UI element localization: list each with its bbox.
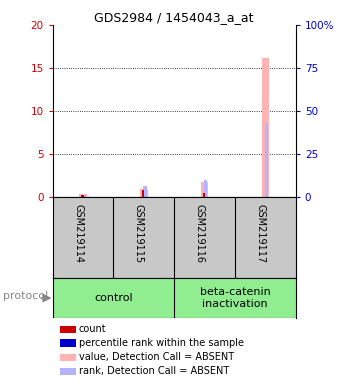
Text: GSM219115: GSM219115 [134,204,144,263]
Text: percentile rank within the sample: percentile rank within the sample [79,338,244,348]
Text: count: count [79,324,106,334]
Bar [82,195,86,197]
Text: protocol: protocol [3,291,49,301]
Bar [60,368,76,375]
Bar [60,354,76,361]
Text: GSM219114: GSM219114 [73,204,83,263]
Bar [60,339,76,347]
Text: GSM219116: GSM219116 [194,204,205,263]
Bar [143,186,147,197]
Text: beta-catenin
inactivation: beta-catenin inactivation [200,287,270,309]
Bar [204,180,207,197]
Bar [262,58,269,197]
Bar [201,182,208,197]
Bar [80,194,87,197]
Text: GSM219117: GSM219117 [255,204,266,263]
Text: rank, Detection Call = ABSENT: rank, Detection Call = ABSENT [79,366,229,376]
Bar [81,195,84,197]
Title: GDS2984 / 1454043_a_at: GDS2984 / 1454043_a_at [95,11,254,24]
Bar [140,189,148,197]
Bar [60,326,76,333]
Bar [203,193,205,197]
Bar [265,123,268,197]
Text: control: control [94,293,133,303]
Bar [142,190,144,197]
Text: value, Detection Call = ABSENT: value, Detection Call = ABSENT [79,352,234,362]
